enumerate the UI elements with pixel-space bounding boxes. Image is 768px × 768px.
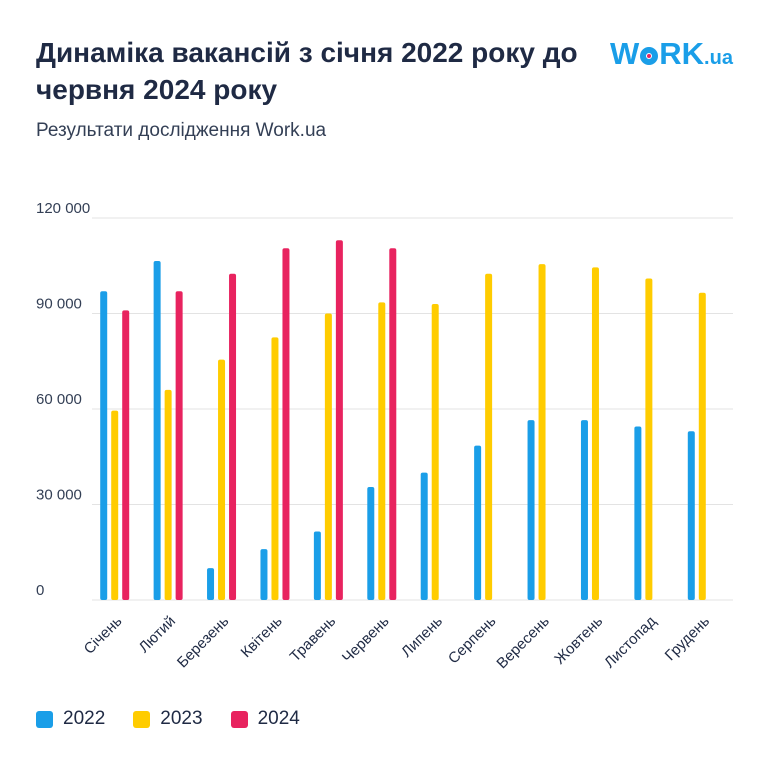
page-subtitle: Результати дослідження Work.ua [36,120,327,141]
bar-2023 [378,302,386,600]
work-ua-logo: W RK.ua [610,36,733,72]
x-tick-label: Жовтень [551,613,606,668]
x-tick-label: Липень [398,613,446,661]
bar-2023 [324,313,332,600]
bar-2024 [175,291,183,600]
bar-2023 [645,278,653,600]
logo-suffix: .ua [704,47,733,69]
bar-2022 [153,260,161,600]
x-tick-label: Серпень [445,613,500,668]
legend-item-2022: 2022 [36,708,105,730]
x-tick-label: Січень [81,613,126,658]
bar-2024 [389,248,397,600]
chart-legend: 2022 2023 2024 [36,708,300,730]
y-tick-label: 90 000 [36,296,82,313]
bar-2022 [580,420,588,600]
bar-2023 [164,389,172,600]
bar-2022 [313,531,321,600]
bar-2023 [485,273,493,600]
legend-label-2024: 2024 [257,708,300,729]
bar-2022 [260,549,268,600]
logo-w: W [610,36,640,71]
x-tick-label: Березень [174,613,233,672]
y-tick-label: 30 000 [36,487,82,504]
bar-2022 [207,568,215,600]
bar-2022 [527,420,535,600]
logo-ring-icon [640,47,659,65]
bar-2022 [687,431,695,600]
bar-2023 [218,359,226,600]
bar-2022 [100,291,108,600]
bar-2023 [698,292,706,600]
x-tick-label: Квітень [238,613,286,661]
bar-2023 [591,267,599,600]
bar-2023 [271,337,279,600]
bar-2022 [420,472,428,600]
logo-rk: RK [659,36,705,71]
x-tick-label: Грудень [662,613,714,665]
bar-2023 [538,264,546,600]
x-tick-label: Травень [287,613,340,666]
legend-label-2022: 2022 [63,708,106,729]
legend-item-2023: 2023 [133,708,203,730]
legend-label-2023: 2023 [160,708,203,729]
bar-2022 [634,426,642,600]
bar-2023 [431,303,439,600]
legend-swatch-2022 [36,710,53,728]
x-tick-label: Листопад [601,613,660,672]
bar-chart: 0 30 000 60 000 90 000 120 000 Січень ЛютийБер… [36,200,733,673]
legend-item-2024: 2024 [230,708,300,730]
legend-swatch-2023 [133,710,151,728]
bar-2022 [474,445,482,600]
x-tick-label: Червень [339,613,393,667]
bar-2022 [367,486,375,600]
page-title: Динаміка вакансій з січня 2022 року до ч… [36,37,578,105]
y-tick-label: 0 [36,582,44,599]
x-tick-label: Вересень [493,613,553,673]
bar-2024 [122,310,130,600]
legend-swatch-2024 [230,710,248,728]
bar-2024 [282,248,290,600]
y-tick-label: 120 000 [36,200,90,217]
bar-2024 [335,240,343,601]
y-tick-label: 60 000 [36,391,82,408]
x-tick-label: Лютий [136,613,179,656]
bar-2023 [111,410,119,600]
bar-2024 [229,273,237,600]
